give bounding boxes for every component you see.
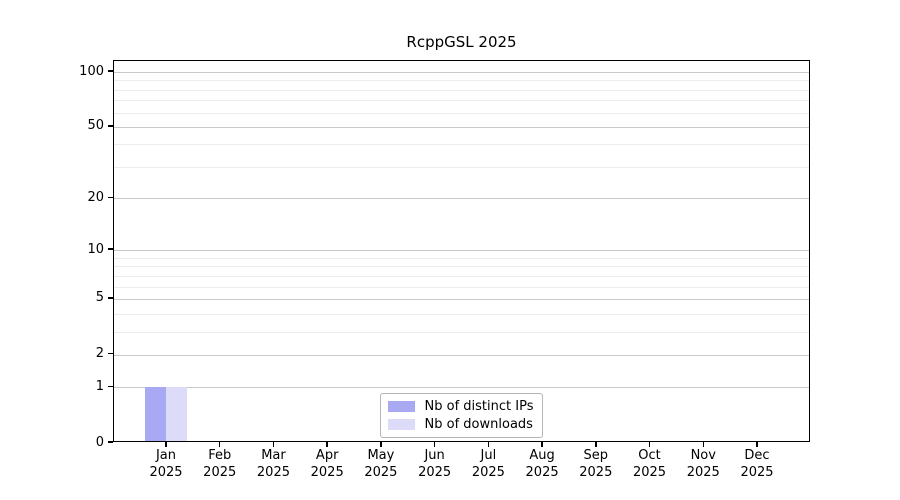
x-tick-mark bbox=[326, 442, 328, 447]
x-tick-mark bbox=[165, 442, 167, 447]
x-tick-mark bbox=[541, 442, 543, 447]
y-tick-mark bbox=[108, 196, 113, 198]
minor-gridline bbox=[114, 166, 809, 168]
minor-gridline bbox=[114, 144, 809, 146]
x-tick-label: Jul 2025 bbox=[471, 448, 505, 480]
minor-gridline bbox=[114, 112, 809, 114]
y-tick-mark bbox=[108, 70, 113, 72]
minor-gridline bbox=[114, 100, 809, 102]
x-tick-mark bbox=[595, 442, 597, 447]
y-tick-mark bbox=[108, 125, 113, 127]
x-tick-mark bbox=[487, 442, 490, 447]
legend: Nb of distinct IPs Nb of downloads bbox=[379, 393, 544, 438]
bar-distinct-ips bbox=[144, 387, 166, 442]
y-tick-label: 5 bbox=[95, 290, 104, 306]
x-tick-mark bbox=[272, 442, 275, 447]
x-tick-mark bbox=[218, 442, 221, 447]
minor-gridline bbox=[114, 286, 809, 288]
legend-label: Nb of downloads bbox=[424, 417, 533, 432]
x-tick-label: May 2025 bbox=[364, 448, 398, 480]
y-tick-label: 10 bbox=[87, 241, 104, 257]
x-tick-label: Apr 2025 bbox=[310, 448, 344, 480]
plot-area: Nb of distinct IPs Nb of downloads bbox=[113, 60, 810, 442]
x-tick-label: Dec 2025 bbox=[740, 448, 774, 480]
minor-gridline bbox=[114, 313, 809, 315]
y-tick-mark bbox=[108, 441, 113, 443]
minor-gridline bbox=[114, 266, 809, 268]
minor-gridline bbox=[114, 275, 809, 277]
x-tick-label: Feb 2025 bbox=[203, 448, 237, 480]
legend-swatch bbox=[387, 419, 415, 430]
chart-title: RcppGSL 2025 bbox=[406, 33, 517, 51]
x-tick-mark bbox=[756, 442, 758, 447]
x-tick-label: Jan 2025 bbox=[149, 448, 183, 480]
major-gridline bbox=[114, 298, 809, 300]
minor-gridline bbox=[114, 80, 809, 82]
x-tick-label: Jun 2025 bbox=[418, 448, 452, 480]
y-tick-mark bbox=[108, 352, 113, 355]
y-tick-label: 50 bbox=[87, 118, 104, 134]
major-gridline bbox=[114, 72, 809, 73]
y-tick-label: 1 bbox=[95, 378, 104, 394]
x-tick-label: Sep 2025 bbox=[579, 448, 613, 480]
legend-label: Nb of distinct IPs bbox=[424, 399, 534, 414]
x-tick-label: Aug 2025 bbox=[525, 448, 559, 480]
x-tick-mark bbox=[648, 442, 651, 447]
x-tick-label: Mar 2025 bbox=[256, 448, 290, 480]
minor-gridline bbox=[114, 257, 809, 259]
minor-gridline bbox=[114, 331, 809, 333]
y-tick-mark bbox=[108, 248, 113, 250]
x-tick-label: Nov 2025 bbox=[686, 448, 720, 480]
y-tick-label: 0 bbox=[95, 434, 104, 450]
legend-swatch bbox=[387, 401, 415, 412]
bar-downloads bbox=[165, 387, 187, 442]
y-tick-label: 20 bbox=[87, 189, 104, 205]
y-tick-label: 100 bbox=[79, 63, 104, 79]
y-tick-mark bbox=[108, 297, 113, 299]
major-gridline bbox=[114, 198, 809, 200]
y-tick-mark bbox=[108, 385, 113, 388]
major-gridline bbox=[114, 354, 809, 356]
major-gridline bbox=[114, 250, 809, 252]
major-gridline bbox=[114, 126, 809, 128]
x-tick-mark bbox=[380, 442, 382, 447]
x-tick-mark bbox=[702, 442, 705, 447]
minor-gridline bbox=[114, 89, 809, 91]
major-gridline bbox=[114, 387, 809, 389]
legend-row: Nb of downloads bbox=[387, 417, 534, 432]
legend-row: Nb of distinct IPs bbox=[387, 399, 534, 414]
x-tick-label: Oct 2025 bbox=[632, 448, 667, 480]
y-tick-label: 2 bbox=[95, 346, 104, 362]
x-tick-mark bbox=[433, 442, 436, 447]
